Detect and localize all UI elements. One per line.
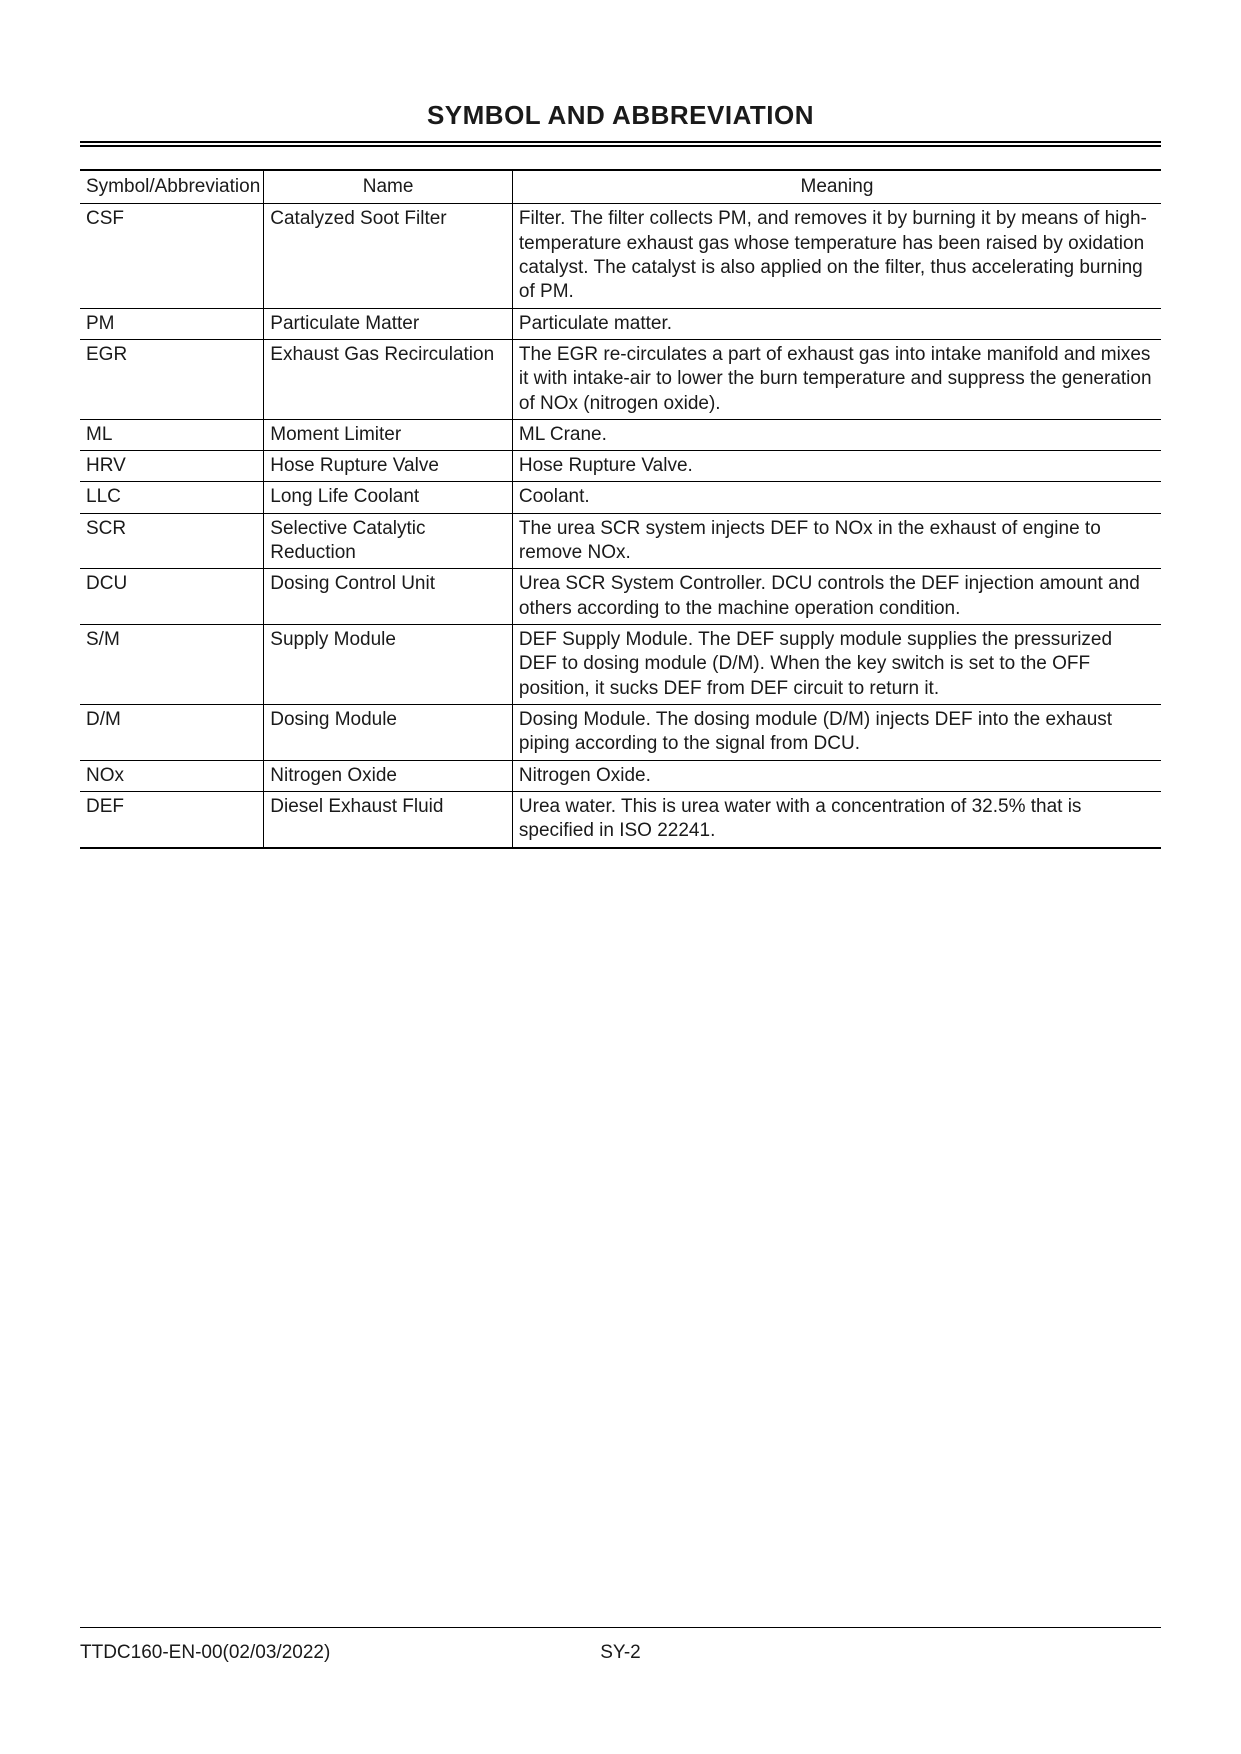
cell-meaning: The EGR re-circulates a part of exhaust …: [512, 339, 1161, 419]
cell-name: Moment Limiter: [264, 419, 513, 450]
table-row: SCRSelective Catalytic ReductionThe urea…: [80, 513, 1161, 569]
table-row: NOxNitrogen OxideNitrogen Oxide.: [80, 760, 1161, 791]
cell-symbol: CSF: [80, 204, 264, 308]
table-row: PMParticulate MatterParticulate matter.: [80, 308, 1161, 339]
page: SYMBOL AND ABBREVIATION Symbol/Abbreviat…: [0, 0, 1241, 1754]
col-header-symbol: Symbol/Abbreviation: [80, 170, 264, 204]
page-footer: SY-2 TTDC160-EN-00(02/03/2022): [80, 1627, 1161, 1664]
cell-symbol: D/M: [80, 704, 264, 760]
table-header-row: Symbol/Abbreviation Name Meaning: [80, 170, 1161, 204]
cell-meaning: The urea SCR system injects DEF to NOx i…: [512, 513, 1161, 569]
cell-symbol: HRV: [80, 451, 264, 482]
cell-meaning: Dosing Module. The dosing module (D/M) i…: [512, 704, 1161, 760]
cell-symbol: SCR: [80, 513, 264, 569]
table-body: CSFCatalyzed Soot FilterFilter. The filt…: [80, 204, 1161, 848]
cell-name: Selective Catalytic Reduction: [264, 513, 513, 569]
col-header-meaning: Meaning: [512, 170, 1161, 204]
cell-symbol: PM: [80, 308, 264, 339]
cell-symbol: ML: [80, 419, 264, 450]
cell-name: Catalyzed Soot Filter: [264, 204, 513, 308]
abbreviation-table: Symbol/Abbreviation Name Meaning CSFCata…: [80, 169, 1161, 849]
table-row: D/MDosing ModuleDosing Module. The dosin…: [80, 704, 1161, 760]
table-row: DEFDiesel Exhaust FluidUrea water. This …: [80, 791, 1161, 847]
cell-name: Dosing Module: [264, 704, 513, 760]
table-row: HRVHose Rupture ValveHose Rupture Valve.: [80, 451, 1161, 482]
title-double-rule: [80, 141, 1161, 147]
table-row: LLCLong Life CoolantCoolant.: [80, 482, 1161, 513]
cell-meaning: DEF Supply Module. The DEF supply module…: [512, 625, 1161, 705]
cell-meaning: Urea water. This is urea water with a co…: [512, 791, 1161, 847]
cell-symbol: NOx: [80, 760, 264, 791]
table-row: CSFCatalyzed Soot FilterFilter. The filt…: [80, 204, 1161, 308]
cell-meaning: Particulate matter.: [512, 308, 1161, 339]
cell-meaning: ML Crane.: [512, 419, 1161, 450]
table-row: EGRExhaust Gas RecirculationThe EGR re-c…: [80, 339, 1161, 419]
table-row: MLMoment LimiterML Crane.: [80, 419, 1161, 450]
cell-name: Particulate Matter: [264, 308, 513, 339]
cell-meaning: Hose Rupture Valve.: [512, 451, 1161, 482]
section-title: SYMBOL AND ABBREVIATION: [80, 100, 1161, 131]
table-row: DCUDosing Control UnitUrea SCR System Co…: [80, 569, 1161, 625]
cell-name: Hose Rupture Valve: [264, 451, 513, 482]
col-header-name: Name: [264, 170, 513, 204]
cell-name: Long Life Coolant: [264, 482, 513, 513]
cell-symbol: S/M: [80, 625, 264, 705]
cell-meaning: Nitrogen Oxide.: [512, 760, 1161, 791]
cell-name: Supply Module: [264, 625, 513, 705]
cell-symbol: DCU: [80, 569, 264, 625]
footer-doc-id: TTDC160-EN-00(02/03/2022): [80, 1642, 330, 1664]
table-row: S/MSupply ModuleDEF Supply Module. The D…: [80, 625, 1161, 705]
cell-meaning: Urea SCR System Controller. DCU controls…: [512, 569, 1161, 625]
footer-rule: [80, 1627, 1161, 1628]
cell-symbol: DEF: [80, 791, 264, 847]
cell-symbol: LLC: [80, 482, 264, 513]
cell-name: Dosing Control Unit: [264, 569, 513, 625]
cell-name: Diesel Exhaust Fluid: [264, 791, 513, 847]
cell-meaning: Filter. The filter collects PM, and remo…: [512, 204, 1161, 308]
cell-name: Exhaust Gas Recirculation: [264, 339, 513, 419]
cell-meaning: Coolant.: [512, 482, 1161, 513]
cell-symbol: EGR: [80, 339, 264, 419]
cell-name: Nitrogen Oxide: [264, 760, 513, 791]
